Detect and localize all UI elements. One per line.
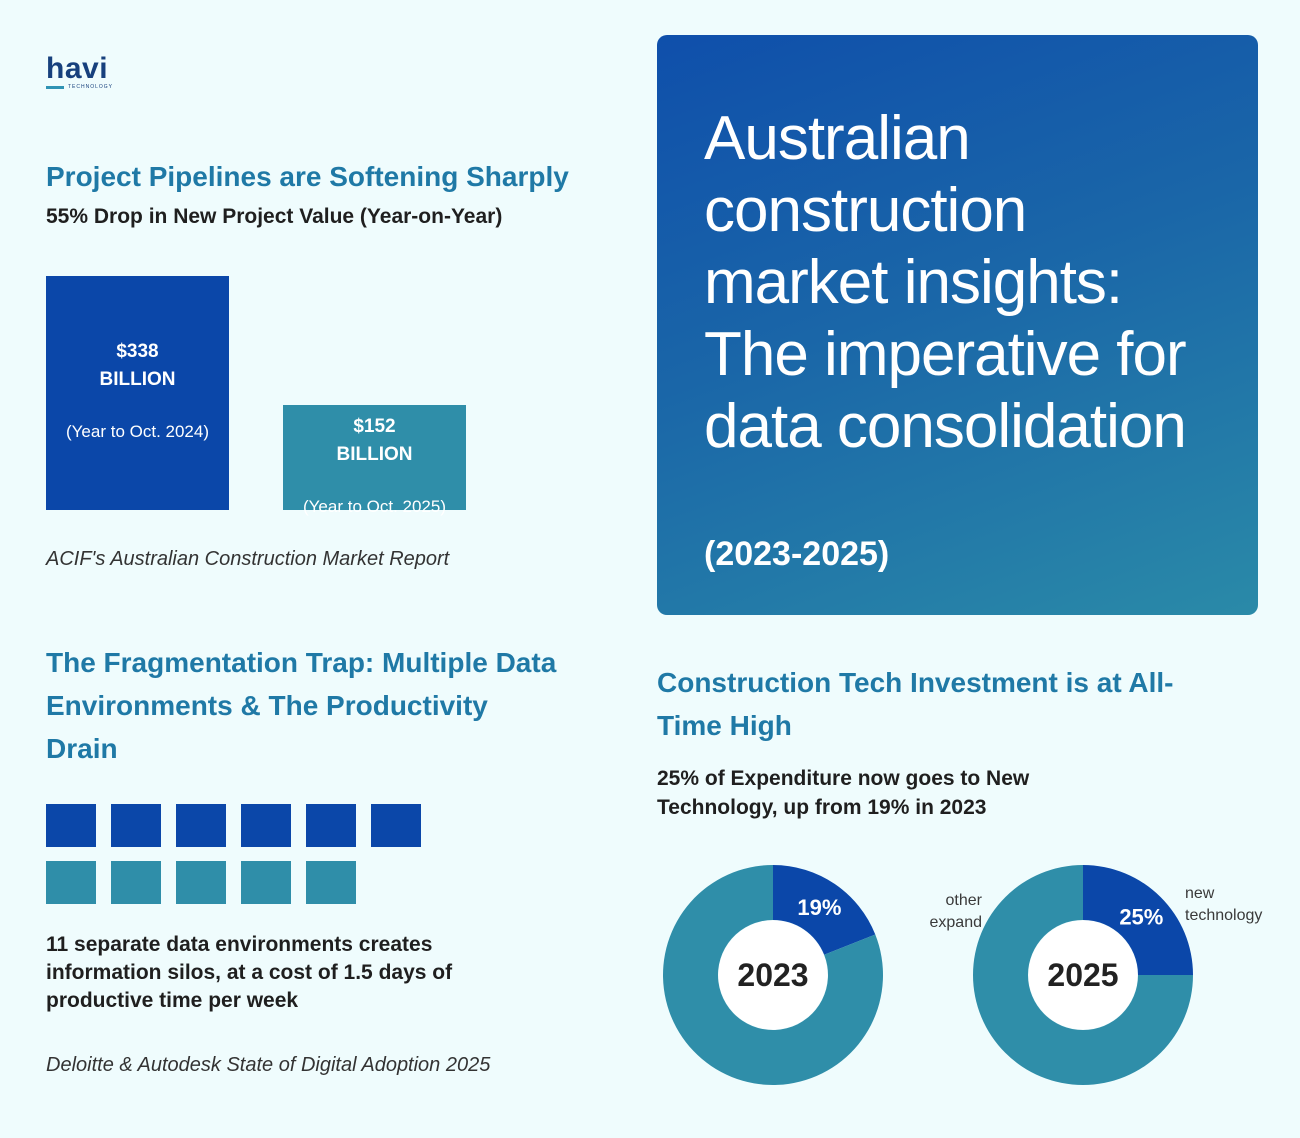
donut-slice-2025-1 [1083,865,1193,975]
bar-category-label: (Year to Oct. 2024) [65,422,209,441]
donut-center-label: 2025 [1047,957,1118,993]
data-environment-square [46,804,96,847]
pipeline-title-text: Project Pipelines are Softening Sharply [46,161,569,192]
bar-2: $152 BILLION (Year to Oct. 2025) [283,405,466,516]
new-technology-label: new [1185,885,1215,902]
donut-hole [718,920,828,1030]
fragmentation-source: Deloitte & Autodesk State of Digital Ado… [46,1054,491,1076]
bar-value-line: $338 [116,341,159,362]
data-environment-square [176,861,226,904]
data-environment-square [371,804,421,847]
donut-slice-2025-2 [973,865,1193,1085]
donut-center-label: 2023 [737,957,808,993]
donut-slice-label: 25% [1119,905,1163,930]
data-environment-square [111,804,161,847]
logo: havi TECHNOLOGY [46,54,126,94]
data-environment-square [241,861,291,904]
logo-underline [46,86,64,89]
project-value-bar-chart: $338 BILLION (Year to Oct. 2024) $152 BILLIO… [46,270,486,516]
tech-investment-subtitle: 25% of Expenditure now goes to New Techn… [657,767,1030,819]
data-environment-squares [46,804,426,908]
fragmentation-description: 11 separate data environments creates in… [46,933,453,1012]
data-environment-square [306,861,356,904]
hero-title: Australian construction market insights:… [704,104,1187,461]
new-technology-label: technology [1185,907,1262,924]
logo-subtext: TECHNOLOGY [68,84,114,90]
donut-slice-2023-1 [773,865,876,955]
hero-years: (2023-2025) [704,535,890,573]
bar-value-label: $338 BILLION [46,338,229,394]
data-environment-square [46,861,96,904]
hero-banner: Australian construction market insights:… [657,35,1258,615]
bar-value-line: BILLION [336,444,413,465]
bar-value-line: BILLION [99,369,176,390]
data-environment-square [241,804,291,847]
tech-investment-section-title: Construction Tech Investment is at All-T… [657,667,1174,741]
donut-slice-label: 19% [797,895,841,920]
data-environment-square [176,804,226,847]
data-environment-square [306,804,356,847]
pipeline-section-title: Project Pipelines are Softening Sharply [46,158,569,196]
logo-wordmark: havi [46,52,109,85]
bar-1: $338 BILLION (Year to Oct. 2024) [46,276,229,510]
bar-value-label: $152 BILLION [283,413,466,469]
data-environment-square [111,861,161,904]
bar-value-line: $152 [353,416,396,437]
bar-category-label: (Year to Oct. 2025) [302,497,446,516]
fragmentation-section-title: The Fragmentation Trap: Multiple Data En… [46,647,557,764]
pipeline-source: ACIF's Australian Construction Market Re… [46,548,450,570]
tech-investment-donut-charts: 19% 2023 25% 2025 new technology other expand [663,865,1262,1085]
donut-hole [1028,920,1138,1030]
other-expand-label: expand [930,914,983,931]
other-expand-label: other [946,892,983,909]
pipeline-section-subtitle: 55% Drop in New Project Value (Year-on-Y… [46,205,503,228]
donut-slice-2023-2 [663,865,883,1085]
